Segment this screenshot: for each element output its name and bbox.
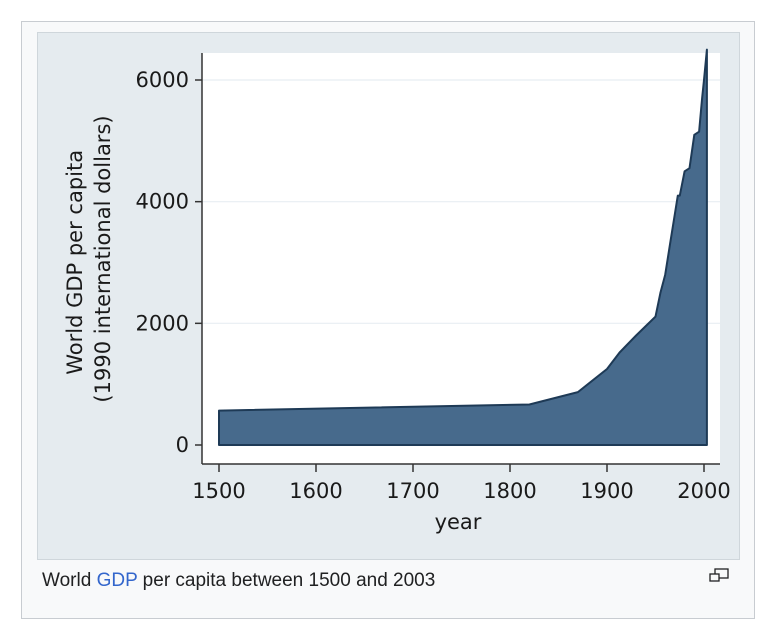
x-tick-label-1500: 1500 xyxy=(192,479,245,503)
y-axis-title-line-1: World GDP per capita xyxy=(63,150,87,375)
figure-thumbnail: 0 2000 4000 6000 1500 1600 1700 1800 1900 2000 y… xyxy=(21,21,755,619)
chart-image[interactable]: 0 2000 4000 6000 1500 1600 1700 1800 1900 2000 y… xyxy=(37,32,740,560)
x-tick-label-1800: 1800 xyxy=(483,479,536,503)
x-ticks: 1500 1600 1700 1800 1900 2000 xyxy=(192,464,731,503)
y-ticks: 0 2000 4000 6000 xyxy=(136,68,202,457)
gdp-area-series xyxy=(218,48,708,446)
caption-prefix: World xyxy=(42,570,97,591)
y-tick-label-2000: 2000 xyxy=(136,311,189,335)
y-tick-label-0: 0 xyxy=(176,433,189,457)
y-axis-title-line-2: (1990 international dollars) xyxy=(91,115,115,402)
x-axis-title: year xyxy=(435,510,482,534)
gdp-link[interactable]: GDP xyxy=(96,570,138,591)
x-tick-label-1700: 1700 xyxy=(386,479,439,503)
enlarge-icon[interactable] xyxy=(708,568,730,584)
gdp-chart: 0 2000 4000 6000 1500 1600 1700 1800 1900 2000 y… xyxy=(63,48,731,534)
data-area xyxy=(218,48,708,446)
figure-caption: World GDP per capita between 1500 and 20… xyxy=(42,570,435,592)
caption-suffix: per capita between 1500 and 2003 xyxy=(137,570,436,591)
x-tick-label-1900: 1900 xyxy=(580,479,633,503)
y-axis-title: World GDP per capita (1990 international… xyxy=(63,115,115,402)
x-tick-label-1600: 1600 xyxy=(289,479,342,503)
y-tick-label-4000: 4000 xyxy=(136,190,189,214)
enlarge-icon-glyph xyxy=(709,568,729,582)
x-tick-label-2000: 2000 xyxy=(677,479,730,503)
y-tick-label-6000: 6000 xyxy=(136,68,189,92)
grid-lines xyxy=(202,79,720,324)
